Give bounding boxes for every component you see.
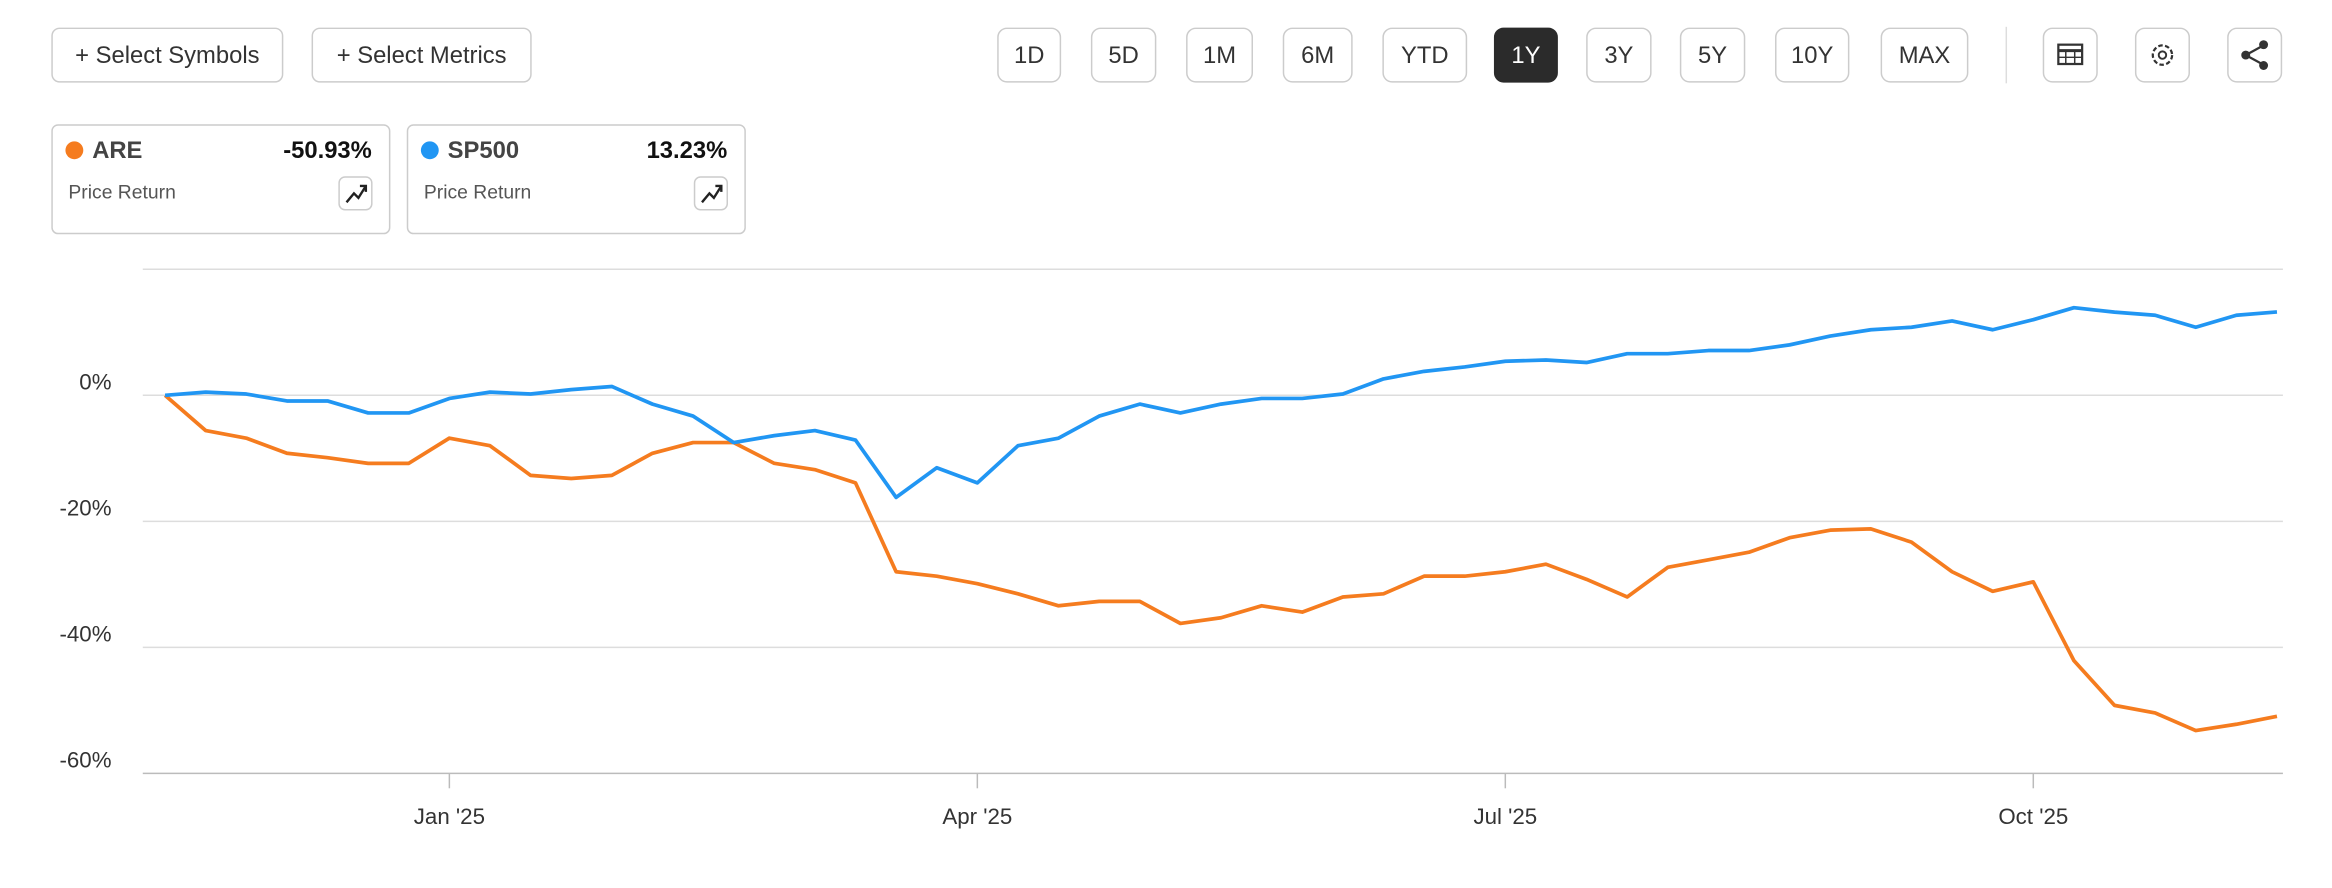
button-label: 1M <box>1203 42 1236 69</box>
range-button[interactable]: 1M <box>1186 27 1254 83</box>
series-line <box>163 393 2278 733</box>
range-button[interactable]: 6M <box>1282 27 1353 83</box>
button-frame <box>51 27 284 83</box>
trend-arrow <box>715 184 723 192</box>
series-line <box>164 305 2278 500</box>
range-button[interactable]: 3Y <box>1586 27 1652 83</box>
button-frame <box>1679 27 1746 83</box>
table-button[interactable] <box>2042 27 2098 83</box>
button-label: 1D <box>1014 42 1044 69</box>
button-label: MAX <box>1899 42 1951 69</box>
button-frame <box>1775 27 1850 83</box>
range-button[interactable]: YTD <box>1382 27 1468 83</box>
range-button[interactable]: 1Y <box>1493 27 1558 83</box>
y-tick-label: 0% <box>79 369 111 394</box>
chart-type-button[interactable] <box>338 176 373 211</box>
trend-icon <box>345 185 367 204</box>
y-tick-label: -40% <box>59 621 111 646</box>
button-frame <box>311 27 532 83</box>
button-frame <box>1586 27 1652 83</box>
legend-metric: Price Return <box>424 183 531 204</box>
range-button[interactable]: MAX <box>1880 27 1969 83</box>
y-tick-label: -60% <box>59 747 111 772</box>
button-label: 3Y <box>1604 42 1633 69</box>
legend-dot <box>420 141 439 160</box>
button-frame <box>1382 27 1468 83</box>
button-label: 6M <box>1301 42 1334 69</box>
x-tick-label: Jan '25 <box>414 804 485 829</box>
legend-symbol: SP500 <box>448 137 519 164</box>
button-label: + Select Symbols <box>75 42 259 69</box>
select-button[interactable]: + Select Metrics <box>311 27 532 83</box>
x-tick-label: Apr '25 <box>942 804 1012 829</box>
button-frame <box>1880 27 1969 83</box>
legend-dot <box>65 141 84 160</box>
range-button[interactable]: 10Y <box>1775 27 1850 83</box>
legend-change: 13.23% <box>647 137 728 164</box>
legend-symbol: ARE <box>92 137 142 164</box>
button-frame <box>1186 27 1254 83</box>
share-button[interactable] <box>2227 27 2283 83</box>
card-frame <box>51 124 391 235</box>
trend-arrow <box>359 184 368 192</box>
y-tick-label: -20% <box>59 495 111 520</box>
legend-card: ARE -50.93% Price Return <box>51 124 391 235</box>
button-label: 10Y <box>1791 42 1833 69</box>
legend-metric: Price Return <box>68 183 175 204</box>
range-button[interactable]: 5D <box>1090 27 1157 83</box>
legend-change: -50.93% <box>283 137 372 164</box>
range-button[interactable]: 1D <box>997 27 1062 83</box>
button-frame <box>997 27 1062 83</box>
settings-button[interactable] <box>2134 27 2190 83</box>
chart-type-button[interactable] <box>693 176 729 211</box>
x-tick-label: Jul '25 <box>1473 804 1537 829</box>
button-label: 1Y <box>1511 42 1540 69</box>
card-frame <box>406 124 746 235</box>
button-frame <box>1090 27 1157 83</box>
button-label: 5D <box>1108 42 1138 69</box>
button-label: + Select Metrics <box>337 42 507 69</box>
select-button[interactable]: + Select Symbols <box>51 27 284 83</box>
legend-card: SP500 13.23% Price Return <box>406 124 746 235</box>
x-tick-label: Oct '25 <box>1998 804 2068 829</box>
trend-icon <box>701 185 723 204</box>
button-frame <box>1493 27 1558 83</box>
button-frame <box>1282 27 1353 83</box>
range-button[interactable]: 5Y <box>1679 27 1746 83</box>
button-label: YTD <box>1401 42 1449 69</box>
button-label: 5Y <box>1698 42 1727 69</box>
